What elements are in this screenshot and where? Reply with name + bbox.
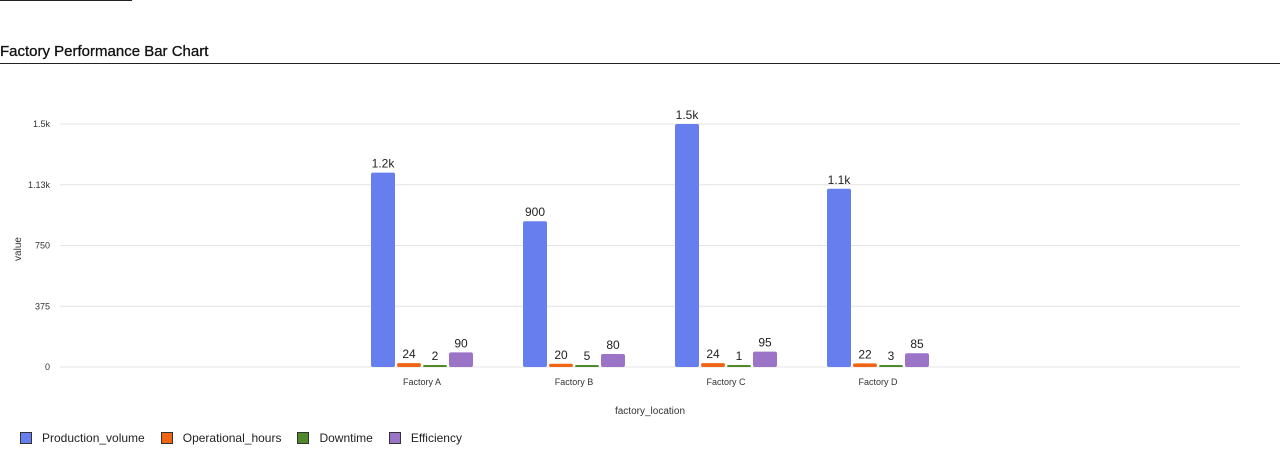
legend-item[interactable]: Downtime [297, 431, 373, 445]
data-label: 95 [758, 336, 772, 350]
legend-item[interactable]: Production_volume [20, 431, 145, 445]
x-tick-label: Factory B [555, 377, 594, 387]
data-label: 24 [706, 347, 720, 361]
x-axis-title: factory_location [615, 406, 685, 417]
legend-label: Production_volume [42, 431, 145, 445]
data-label: 22 [858, 347, 872, 361]
x-axis-ticks: Factory A Factory B Factory C Factory D [403, 377, 898, 387]
bar-operational-hours [397, 363, 421, 367]
data-label: 3 [888, 349, 895, 363]
data-label: 1.5k [676, 108, 700, 122]
y-axis-ticks: 0 375 750 1.13k 1.5k [28, 119, 51, 372]
y-tick-label: 750 [35, 241, 50, 251]
bar-downtime [727, 365, 751, 367]
data-label: 1.2k [372, 157, 396, 171]
bar-downtime [575, 365, 599, 367]
bar-production-volume [675, 124, 699, 367]
bar-operational-hours [853, 363, 877, 367]
data-label: 24 [402, 347, 416, 361]
legend: Production_volume Operational_hours Downti… [20, 431, 478, 445]
legend-label: Operational_hours [182, 431, 282, 445]
data-labels: 1.2k 24 2 90 900 20 5 80 1.5k 24 1 95 1.1k 22 3 85 [372, 108, 924, 363]
bar-production-volume [523, 221, 547, 367]
bar-production-volume [371, 172, 395, 367]
bar-efficiency [753, 351, 777, 367]
y-tick-label: 0 [45, 362, 50, 372]
bars [371, 124, 929, 367]
bar-efficiency [449, 352, 473, 367]
legend-item[interactable]: Efficiency [388, 431, 462, 445]
x-tick-label: Factory C [706, 377, 746, 387]
bar-efficiency [905, 353, 929, 367]
top-divider [0, 0, 132, 1]
data-label: 1.1k [828, 173, 852, 187]
x-tick-label: Factory A [403, 377, 441, 387]
data-label: 2 [432, 349, 439, 363]
legend-item[interactable]: Operational_hours [160, 431, 282, 445]
legend-label: Downtime [319, 431, 373, 445]
legend-swatch [297, 432, 310, 444]
data-label: 900 [525, 205, 545, 219]
grid [60, 123, 1240, 368]
y-tick-label: 1.13k [28, 180, 51, 190]
data-label: 80 [606, 338, 620, 352]
data-label: 5 [584, 349, 591, 363]
bar-downtime [423, 365, 447, 367]
legend-label: Efficiency [410, 431, 462, 445]
bar-efficiency [601, 354, 625, 367]
bar-operational-hours [701, 363, 725, 367]
y-tick-label: 1.5k [33, 119, 51, 129]
legend-swatch [160, 432, 173, 444]
data-label: 1 [736, 349, 743, 363]
x-tick-label: Factory D [858, 377, 898, 387]
chart-title: Factory Performance Bar Chart [0, 43, 209, 60]
data-label: 90 [454, 336, 468, 350]
bar-operational-hours [549, 363, 573, 367]
bar-production-volume [827, 188, 851, 367]
y-tick-label: 375 [35, 301, 50, 311]
bar-downtime [879, 365, 903, 367]
data-label: 20 [554, 348, 568, 362]
legend-swatch [20, 432, 32, 444]
data-label: 85 [910, 337, 924, 351]
y-axis-title: value [13, 237, 24, 261]
legend-swatch [388, 432, 401, 444]
title-bar: Factory Performance Bar Chart [0, 42, 1280, 64]
